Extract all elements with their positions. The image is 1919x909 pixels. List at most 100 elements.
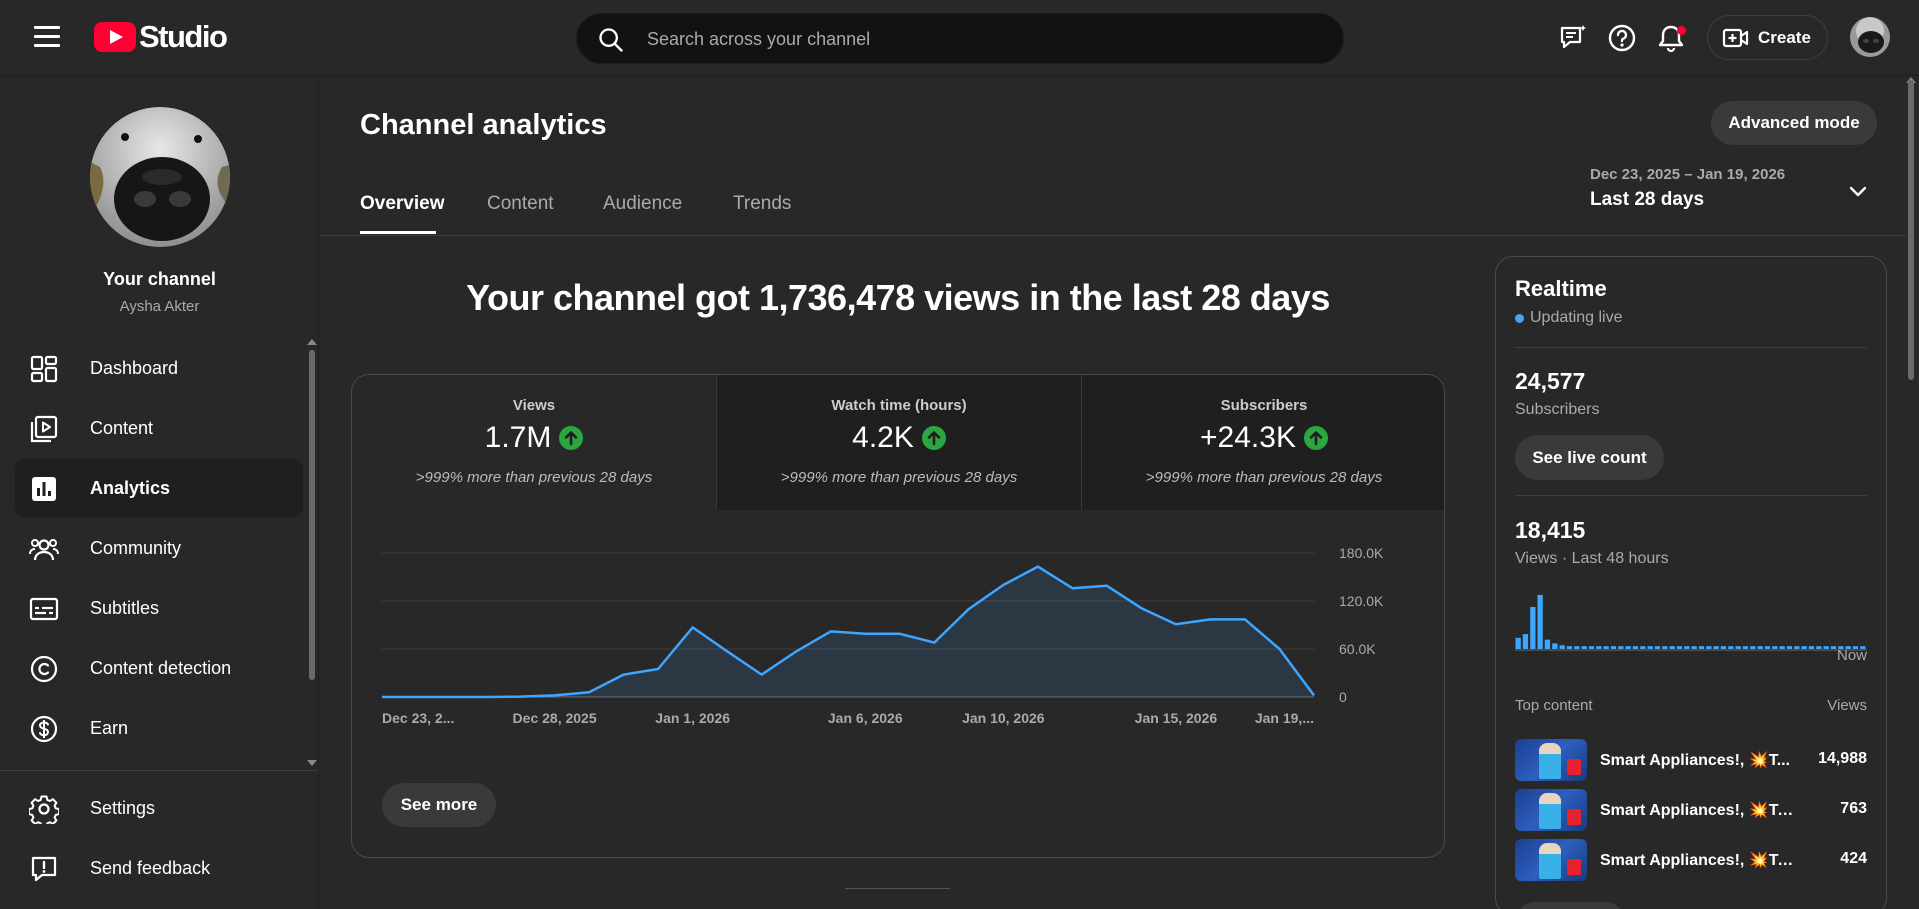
views-chart[interactable]: 180.0K 120.0K 60.0K 0 Dec 23, 2... Dec 28, 20… — [352, 510, 1445, 770]
spark-bar — [1852, 646, 1859, 649]
spark-bar — [1830, 646, 1837, 649]
realtime-views-label: Views · Last 48 hours — [1515, 550, 1669, 567]
sidebar-item-label: Dashboard — [90, 357, 179, 378]
account-avatar[interactable] — [1850, 17, 1890, 57]
top-content-row[interactable]: Smart Appliances!, 💥Tool... 763 — [1515, 789, 1867, 831]
sidebar-item-label: Send feedback — [90, 857, 211, 878]
see-more-button[interactable]: See more — [382, 783, 496, 827]
spark-bar — [1522, 634, 1529, 649]
sidebar-item-subtitles[interactable]: Subtitles — [15, 579, 303, 637]
sidebar: Your channel Aysha Akter Dashboard Conte… — [0, 77, 319, 909]
metric-note: >999% more than previous 28 days — [780, 469, 1018, 486]
spark-bar — [1603, 646, 1609, 649]
realtime-subscribers-label: Subscribers — [1515, 401, 1600, 418]
help-icon[interactable] — [1606, 22, 1638, 54]
tab-audience[interactable]: Audience — [603, 193, 683, 214]
video-title: Smart Appliances!, 💥Tool... — [1600, 802, 1795, 819]
search-icon[interactable] — [597, 26, 625, 54]
video-title: Smart Appliances!, 💥T... — [1600, 752, 1791, 769]
metric-value: 1.7M — [484, 421, 552, 454]
spark-bar — [1698, 646, 1705, 649]
trend-up-icon — [921, 426, 946, 450]
spark-bar — [1610, 646, 1617, 649]
spark-bar — [1808, 646, 1815, 649]
advanced-mode-button[interactable]: Advanced mode — [1711, 101, 1877, 145]
channel-avatar[interactable] — [90, 107, 230, 247]
studio-logo[interactable]: Studio — [94, 19, 228, 55]
gear-icon — [29, 795, 59, 824]
chevron-down-icon[interactable] — [1847, 181, 1869, 203]
sidebar-item-content-detection[interactable]: Content detection — [15, 639, 303, 697]
spark-bar — [1772, 646, 1778, 649]
search-bar[interactable] — [576, 13, 1344, 64]
realtime-more-button[interactable] — [1515, 902, 1625, 909]
tab-trends[interactable]: Trends — [733, 193, 792, 214]
sidebar-scroll-down[interactable] — [307, 760, 317, 766]
date-range-text: Dec 23, 2025 – Jan 19, 2026 — [1590, 166, 1786, 183]
spark-bar — [1713, 646, 1719, 649]
metric-value: 4.2K — [852, 421, 914, 454]
spark-bar — [1596, 646, 1602, 649]
x-tick-label: Jan 6, 2026 — [828, 710, 903, 726]
sidebar-item-analytics[interactable]: Analytics — [15, 459, 303, 517]
sidebar-item-content[interactable]: Content — [15, 399, 303, 457]
y-tick-label: 120.0K — [1339, 593, 1384, 609]
x-tick-label: Jan 15, 2026 — [1135, 710, 1218, 726]
sidebar-item-label: Settings — [90, 797, 156, 818]
views-headline: Your channel got 1,736,478 views in the … — [466, 277, 1330, 318]
tab-content[interactable]: Content — [487, 193, 554, 214]
top-content-row[interactable]: Smart Appliances!, 💥T... 14,988 — [1515, 739, 1867, 781]
sidebar-item-earn[interactable]: Earn — [15, 699, 303, 757]
metric-watch-time[interactable]: Watch time (hours) 4.2K >999% more than … — [717, 375, 1081, 510]
spark-bar — [1588, 646, 1595, 649]
video-views: 424 — [1840, 850, 1867, 867]
x-tick-label: Dec 28, 2025 — [513, 710, 597, 726]
notification-badge — [1677, 26, 1686, 35]
divider — [1515, 495, 1867, 496]
dashboard-icon — [30, 355, 58, 383]
search-input[interactable] — [647, 24, 1307, 54]
sidebar-scroll-up[interactable] — [307, 339, 317, 345]
create-button[interactable]: Create — [1707, 15, 1828, 60]
active-tab-indicator — [360, 231, 436, 234]
overview-card: Views 1.7M >999% more than previous 28 d… — [351, 374, 1445, 858]
metric-divider — [716, 375, 717, 510]
spark-bar — [1742, 646, 1749, 649]
metric-views[interactable]: Views 1.7M >999% more than previous 28 d… — [352, 375, 716, 510]
sidebar-item-label: Analytics — [90, 477, 171, 498]
realtime-views-value: 18,415 — [1515, 517, 1586, 543]
see-live-count-button[interactable]: See live count — [1515, 435, 1664, 480]
spark-bar — [1530, 607, 1536, 649]
sidebar-item-label: Content detection — [90, 657, 232, 678]
chart-line — [382, 565, 1316, 699]
spark-bar — [1581, 646, 1587, 649]
sidebar-scrollbar[interactable] — [309, 350, 315, 680]
sidebar-item-send-feedback[interactable]: Send feedback — [15, 839, 303, 897]
metric-subscribers[interactable]: Subscribers +24.3K >999% more than previ… — [1082, 375, 1444, 510]
sidebar-item-community[interactable]: Community — [15, 519, 303, 577]
copyright-icon — [30, 655, 58, 683]
metric-note: >999% more than previous 28 days — [1145, 469, 1383, 486]
x-tick-label: Jan 19,... — [1255, 710, 1314, 726]
spark-bar — [1662, 646, 1668, 649]
spark-bar — [1684, 646, 1690, 649]
feedback-comment-icon[interactable] — [1557, 22, 1589, 54]
sidebar-item-dashboard[interactable]: Dashboard — [15, 339, 303, 397]
x-tick-label: Dec 23, 2... — [382, 710, 454, 726]
spark-bar — [1654, 646, 1661, 649]
chart-area — [382, 566, 1314, 697]
spark-bar — [1779, 646, 1785, 649]
video-title: Smart Appliances!, 💥Tool... — [1600, 852, 1795, 869]
spark-bar — [1728, 646, 1734, 649]
realtime-sparkline[interactable] — [1515, 591, 1867, 653]
top-content-row[interactable]: Smart Appliances!, 💥Tool... 424 — [1515, 839, 1867, 881]
trend-up-icon — [559, 426, 584, 450]
video-thumbnail — [1515, 739, 1587, 781]
tab-overview[interactable]: Overview — [360, 193, 445, 214]
live-dot-icon — [1515, 313, 1524, 323]
menu-icon[interactable] — [34, 26, 60, 48]
main-scrollbar[interactable] — [1908, 80, 1914, 380]
notifications-icon[interactable] — [1655, 22, 1687, 54]
spark-bar — [1647, 646, 1653, 649]
sidebar-item-settings[interactable]: Settings — [15, 779, 303, 837]
